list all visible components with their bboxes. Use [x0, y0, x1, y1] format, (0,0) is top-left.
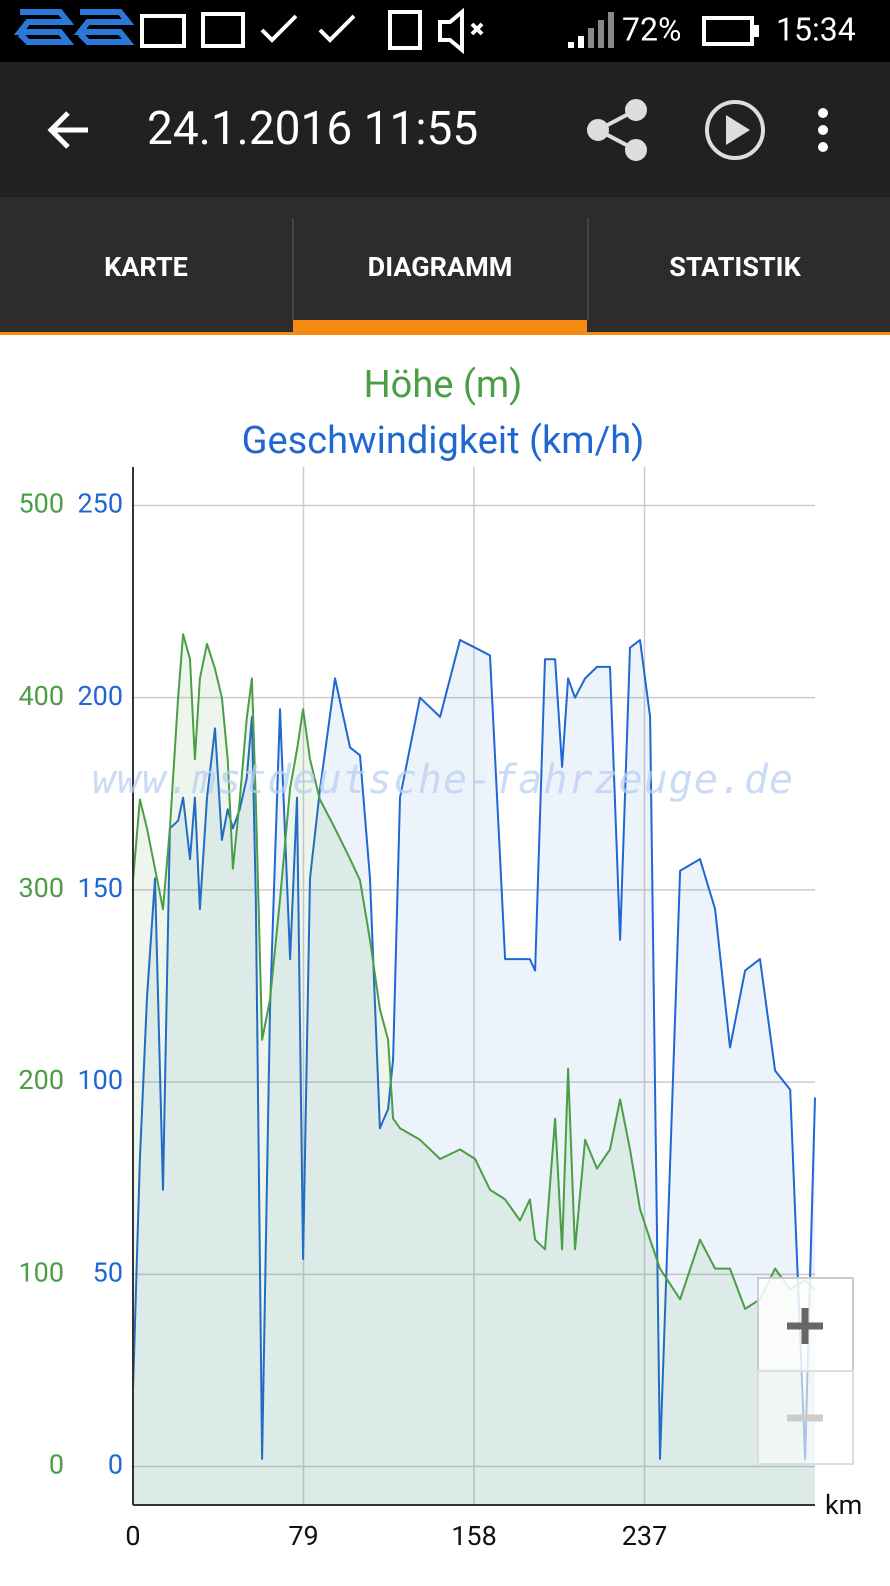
watermark: www.mstdeutsche-fahrzeuge.de [92, 757, 794, 803]
x-tick-label: 0 [125, 1520, 140, 1552]
status-icons [140, 7, 754, 55]
x-axis-label: km [825, 1489, 862, 1521]
app-title: 24.1.2016 11:55 [147, 102, 478, 156]
area-fill [133, 634, 815, 1505]
chart: Höhe (m) Geschwindigkeit (km/h) 0 50 100 150 2… [18, 363, 862, 1552]
y-tick-label: 250 [77, 488, 123, 520]
tab[interactable]: DIAGRAMM [368, 251, 513, 283]
y-tick-label: 50 [93, 1256, 123, 1288]
legend-entry: Höhe (m) [364, 363, 523, 407]
menu-button[interactable] [818, 108, 828, 152]
back-button[interactable] [47, 111, 88, 149]
zoom-in-icon [787, 1308, 823, 1344]
x-tick-label: 79 [288, 1520, 318, 1552]
zoom-controls [757, 1277, 854, 1465]
share-button[interactable] [587, 99, 647, 161]
signal [568, 12, 759, 48]
y2-tick-label: 500 [18, 488, 64, 520]
status-icons [13, 9, 135, 45]
x-tick-label: 158 [451, 1520, 497, 1552]
y-tick-label: 200 [77, 680, 123, 712]
tab[interactable]: KARTE [104, 251, 188, 283]
y2-tick-label: 200 [18, 1064, 64, 1096]
y2-tick-label: 100 [18, 1256, 64, 1288]
series-line [132, 633, 816, 1310]
battery-level: 72% [622, 10, 681, 48]
tab[interactable]: STATISTIK [669, 251, 801, 283]
clock: 15:34 [776, 10, 856, 48]
tab-bar-edge [0, 332, 890, 335]
y-tick-label: 150 [77, 872, 123, 904]
tab-indicator [293, 320, 587, 335]
play-button[interactable] [705, 100, 765, 160]
y2-tick-label: 300 [18, 872, 64, 904]
y-tick-label: 0 [108, 1449, 123, 1481]
x-tick-label: 237 [622, 1520, 668, 1552]
y2-tick-label: 400 [18, 680, 64, 712]
legend-entry: Geschwindigkeit (km/h) [242, 419, 645, 463]
y-tick-label: 100 [77, 1064, 123, 1096]
area-fill [133, 640, 815, 1505]
y2-tick-label: 0 [49, 1449, 64, 1481]
tab-bar [0, 197, 890, 335]
status-bar [0, 0, 890, 62]
